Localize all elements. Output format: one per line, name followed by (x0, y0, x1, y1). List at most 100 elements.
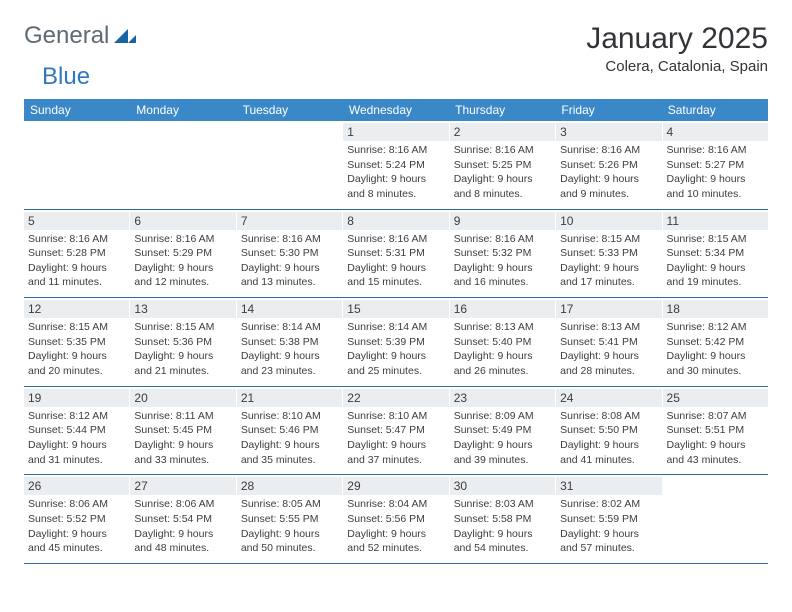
weekday-label: Friday (555, 99, 661, 121)
day-details: Sunrise: 8:15 AMSunset: 5:33 PMDaylight:… (560, 233, 657, 291)
day-number: 16 (450, 300, 555, 318)
day-detail-line: Sunrise: 8:15 AM (134, 321, 231, 335)
day-detail-line: and 35 minutes. (241, 454, 338, 468)
day-detail-line: Sunrise: 8:05 AM (241, 498, 338, 512)
weekday-label: Saturday (662, 99, 768, 121)
day-number: 24 (556, 389, 661, 407)
calendar-week: 19Sunrise: 8:12 AMSunset: 5:44 PMDayligh… (24, 387, 768, 476)
day-detail-line: and 33 minutes. (134, 454, 231, 468)
day-detail-line: Sunset: 5:42 PM (667, 336, 764, 350)
day-number: 17 (556, 300, 661, 318)
day-detail-line: Sunset: 5:47 PM (347, 424, 444, 438)
day-number: 30 (450, 477, 555, 495)
calendar-cell: 23Sunrise: 8:09 AMSunset: 5:49 PMDayligh… (450, 387, 556, 475)
day-number: 14 (237, 300, 342, 318)
day-detail-line: Daylight: 9 hours (560, 439, 657, 453)
day-detail-line: and 41 minutes. (560, 454, 657, 468)
day-details: Sunrise: 8:16 AMSunset: 5:28 PMDaylight:… (28, 233, 125, 291)
day-number: 26 (24, 477, 129, 495)
day-detail-line: Sunrise: 8:16 AM (28, 233, 125, 247)
page-title: January 2025 (586, 22, 768, 56)
day-detail-line: Daylight: 9 hours (454, 439, 551, 453)
day-detail-line: Daylight: 9 hours (241, 262, 338, 276)
day-details: Sunrise: 8:14 AMSunset: 5:39 PMDaylight:… (347, 321, 444, 379)
day-detail-line: Sunrise: 8:06 AM (134, 498, 231, 512)
day-detail-line: and 28 minutes. (560, 365, 657, 379)
calendar-cell: 18Sunrise: 8:12 AMSunset: 5:42 PMDayligh… (663, 298, 768, 386)
calendar-cell: 14Sunrise: 8:14 AMSunset: 5:38 PMDayligh… (237, 298, 343, 386)
day-detail-line: Sunset: 5:38 PM (241, 336, 338, 350)
day-detail-line: Sunset: 5:31 PM (347, 247, 444, 261)
day-detail-line: Daylight: 9 hours (28, 528, 125, 542)
calendar-week: 26 Sunrise: 8:06 AMSunset: 5:52 PMDayligh… (24, 475, 768, 564)
day-number: 21 (237, 389, 342, 407)
day-detail-line: and 15 minutes. (347, 276, 444, 290)
day-detail-line: Sunset: 5:39 PM (347, 336, 444, 350)
day-detail-line: Daylight: 9 hours (241, 528, 338, 542)
day-detail-line: Sunrise: 8:03 AM (454, 498, 551, 512)
page: General January 2025 Colera, Catalonia, … (0, 0, 792, 586)
day-detail-line: Sunrise: 8:07 AM (667, 410, 764, 424)
day-detail-line: Sunrise: 8:02 AM (560, 498, 657, 512)
day-detail-line: Sunrise: 8:16 AM (560, 144, 657, 158)
day-detail-line: and 54 minutes. (454, 542, 551, 556)
day-details: Sunrise: 8:02 AMSunset: 5:59 PMDaylight:… (560, 498, 657, 556)
calendar-cell: 3Sunrise: 8:16 AMSunset: 5:26 PMDaylight… (556, 121, 662, 209)
day-number: 15 (343, 300, 448, 318)
weekday-label: Tuesday (237, 99, 343, 121)
day-detail-line: Sunrise: 8:16 AM (667, 144, 764, 158)
day-detail-line: Sunset: 5:24 PM (347, 159, 444, 173)
calendar-cell: 27Sunrise: 8:06 AMSunset: 5:54 PMDayligh… (130, 475, 236, 563)
day-number: 18 (663, 300, 768, 318)
calendar-cell: 2Sunrise: 8:16 AMSunset: 5:25 PMDaylight… (450, 121, 556, 209)
day-details: Sunrise: 8:05 AMSunset: 5:55 PMDaylight:… (241, 498, 338, 556)
calendar-cell: 16Sunrise: 8:13 AMSunset: 5:40 PMDayligh… (450, 298, 556, 386)
day-number: 6 (130, 212, 235, 230)
day-details: Sunrise: 8:08 AMSunset: 5:50 PMDaylight:… (560, 410, 657, 468)
day-detail-line: Daylight: 9 hours (560, 350, 657, 364)
day-detail-line: and 30 minutes. (667, 365, 764, 379)
calendar-cell: 19Sunrise: 8:12 AMSunset: 5:44 PMDayligh… (24, 387, 130, 475)
day-detail-line: Sunrise: 8:14 AM (241, 321, 338, 335)
day-detail-line: Daylight: 9 hours (241, 439, 338, 453)
day-detail-line: Sunset: 5:32 PM (454, 247, 551, 261)
day-details: Sunrise: 8:06 AMSunset: 5:52 PMDaylight:… (28, 498, 125, 556)
day-detail-line: Sunrise: 8:11 AM (134, 410, 231, 424)
day-detail-line: Sunrise: 8:10 AM (241, 410, 338, 424)
calendar-cell (237, 121, 343, 209)
day-detail-line: Sunrise: 8:13 AM (454, 321, 551, 335)
day-details: Sunrise: 8:10 AMSunset: 5:47 PMDaylight:… (347, 410, 444, 468)
calendar-cell: 31Sunrise: 8:02 AMSunset: 5:59 PMDayligh… (556, 475, 662, 563)
logo-mark-icon (114, 25, 136, 48)
day-detail-line: Sunrise: 8:16 AM (241, 233, 338, 247)
logo-word2: Blue (42, 63, 90, 91)
day-detail-line: Daylight: 9 hours (667, 262, 764, 276)
day-detail-line: and 17 minutes. (560, 276, 657, 290)
day-detail-line: and 39 minutes. (454, 454, 551, 468)
day-details: Sunrise: 8:15 AMSunset: 5:35 PMDaylight:… (28, 321, 125, 379)
calendar-cell: 8Sunrise: 8:16 AMSunset: 5:31 PMDaylight… (343, 210, 449, 298)
day-detail-line: Daylight: 9 hours (134, 528, 231, 542)
day-detail-line: Sunrise: 8:13 AM (560, 321, 657, 335)
calendar-cell: 30Sunrise: 8:03 AMSunset: 5:58 PMDayligh… (450, 475, 556, 563)
calendar-cell: 21Sunrise: 8:10 AMSunset: 5:46 PMDayligh… (237, 387, 343, 475)
day-detail-line: Sunrise: 8:12 AM (28, 410, 125, 424)
day-number: 25 (663, 389, 768, 407)
day-number: 7 (237, 212, 342, 230)
day-detail-line: Sunrise: 8:10 AM (347, 410, 444, 424)
day-detail-line: and 50 minutes. (241, 542, 338, 556)
day-detail-line: Sunset: 5:45 PM (134, 424, 231, 438)
day-detail-line: Daylight: 9 hours (347, 528, 444, 542)
day-details: Sunrise: 8:16 AMSunset: 5:32 PMDaylight:… (454, 233, 551, 291)
day-detail-line: Sunset: 5:44 PM (28, 424, 125, 438)
day-details: Sunrise: 8:16 AMSunset: 5:31 PMDaylight:… (347, 233, 444, 291)
day-detail-line: Daylight: 9 hours (454, 262, 551, 276)
day-detail-line: Sunrise: 8:06 AM (28, 498, 125, 512)
calendar-cell (24, 121, 130, 209)
day-detail-line: and 21 minutes. (134, 365, 231, 379)
calendar-cell: 26 Sunrise: 8:06 AMSunset: 5:52 PMDayligh… (24, 475, 130, 563)
day-detail-line: Daylight: 9 hours (667, 173, 764, 187)
day-number: 23 (450, 389, 555, 407)
logo: General (24, 22, 137, 50)
day-number: 12 (24, 300, 129, 318)
